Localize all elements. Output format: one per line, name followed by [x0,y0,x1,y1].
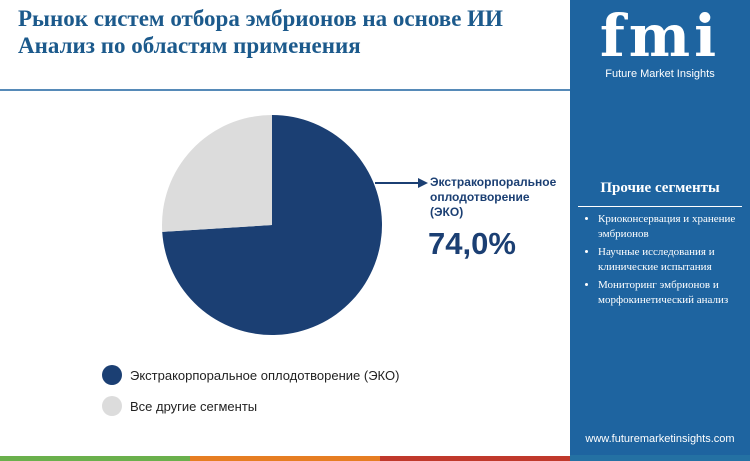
legend-label: Экстракорпоральное оплодотворение (ЭКО) [130,368,399,383]
footer-strip [190,456,380,461]
sidebar-heading: Прочие сегменты [600,180,720,196]
data-label: 74,0% [428,226,516,261]
legend-swatch [102,365,122,385]
chart-subtitle: Анализ по областям применения [18,33,361,58]
pie-slice [162,115,382,335]
callout-label: Экстракорпоральное [430,175,557,189]
legend-swatch [102,396,122,416]
footer-strip [570,455,750,461]
sidebar-item: Криоконсервация и хранение эмбрионов [598,212,748,242]
callout-label: (ЭКО) [430,205,463,219]
pie-slice [161,115,272,232]
website: www.futuremarketinsights.com [585,433,735,445]
callout-label: оплодотворение [430,190,530,204]
brand-name: Future Market Insights [605,68,715,80]
sidebar-item: Мониторинг эмбрионов и морфокинетический… [598,278,748,308]
sidebar: fmi Future Market Insights Прочие сегмен… [570,0,750,455]
sidebar-item: Научные исследования и клинические испыт… [598,245,748,275]
sidebar-rule [578,206,742,207]
chart: Рынок систем отбора эмбрионов на основе … [0,6,570,461]
footer-strip [0,456,190,461]
sidebar-list: Криоконсервация и хранение эмбрионовНауч… [578,212,748,311]
legend-label: Все другие сегменты [130,399,257,414]
logo: fmi [599,2,721,70]
footer-strip [380,456,570,461]
chart-title: Рынок систем отбора эмбрионов на основе … [18,6,503,31]
callout-arrowhead [418,178,428,188]
